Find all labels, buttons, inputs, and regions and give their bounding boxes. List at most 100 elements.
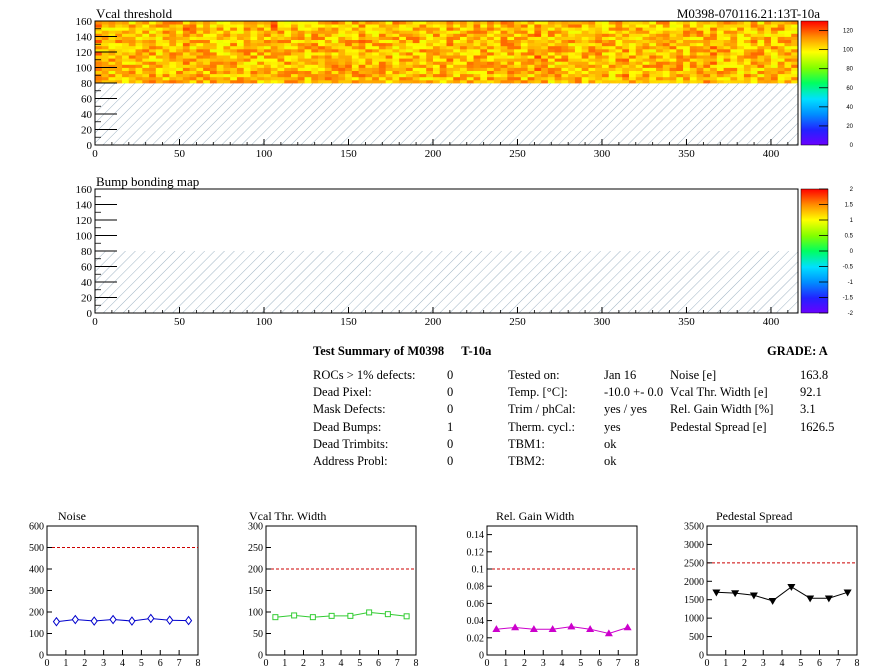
heatmap-cell xyxy=(649,64,657,68)
heatmap-cell xyxy=(270,27,278,31)
heatmap-cell xyxy=(324,33,332,37)
heatmap-cell xyxy=(649,70,657,75)
heatmap-cell xyxy=(351,73,360,78)
heatmap-cell xyxy=(176,64,184,68)
heatmap-cell xyxy=(791,52,799,56)
heatmap-cell xyxy=(629,67,637,71)
heatmap-cell xyxy=(169,30,177,34)
heatmap-cell xyxy=(574,67,583,71)
heatmap-cell xyxy=(453,30,461,34)
heatmap-cell xyxy=(500,30,508,34)
heatmap-cell xyxy=(426,45,434,50)
heatmap-cell xyxy=(554,61,562,65)
heatmap-cell xyxy=(554,52,562,56)
heatmap-cell xyxy=(216,76,224,81)
heatmap-cell xyxy=(635,45,643,50)
heatmap-cell xyxy=(405,61,414,65)
heatmap-cell xyxy=(588,45,596,50)
heatmap-cell xyxy=(345,39,353,44)
heatmap-cell xyxy=(432,67,441,71)
heatmap-cell xyxy=(750,21,758,25)
heatmap-cell xyxy=(662,55,670,59)
heatmap-cell xyxy=(534,52,542,56)
defect-value: 1 xyxy=(447,419,454,434)
heatmap-cell xyxy=(622,79,630,84)
heatmap-cell xyxy=(777,64,785,68)
heatmap-cell xyxy=(574,42,583,47)
heatmap-cell xyxy=(135,70,143,75)
heatmap-cell xyxy=(520,42,529,47)
heatmap-cell xyxy=(764,70,772,75)
heatmap-cell xyxy=(703,76,711,81)
heatmap-cell xyxy=(101,36,109,40)
heatmap-cell xyxy=(757,73,765,78)
heatmap-cell xyxy=(574,55,583,59)
heatmap-cell xyxy=(595,42,603,47)
heatmap-cell xyxy=(453,52,461,56)
heatmap-cell xyxy=(304,30,312,34)
heatmap-cell xyxy=(378,21,387,25)
heatmap-cell xyxy=(432,73,441,78)
heatmap-cell xyxy=(541,42,549,47)
heatmap-cell xyxy=(304,55,312,59)
heatmap-cell xyxy=(554,79,562,84)
heatmap-cell xyxy=(405,30,414,34)
heatmap-cell xyxy=(203,76,211,81)
heatmap-cell xyxy=(750,30,758,34)
colorbar-tick-label: 40 xyxy=(846,105,853,111)
heatmap-cell xyxy=(162,76,170,81)
heatmap-cell xyxy=(696,52,704,56)
heatmap-cell xyxy=(162,24,170,28)
heatmap-cell xyxy=(331,55,339,59)
heatmap-cell xyxy=(122,24,130,28)
heatmap-cell xyxy=(473,30,481,34)
heatmap-cell xyxy=(689,21,698,25)
heatmap-cell xyxy=(318,61,326,65)
heatmap-cell xyxy=(770,64,779,68)
heatmap-cell xyxy=(601,61,610,65)
heatmap-cell xyxy=(784,79,792,84)
heatmap-cell xyxy=(507,33,515,37)
heatmap-cell xyxy=(378,73,387,78)
heatmap-cell xyxy=(331,27,339,31)
heatmap-cell xyxy=(216,42,224,47)
heatmap-cell xyxy=(189,27,197,31)
heatmap-cell xyxy=(534,45,542,50)
heatmap-cell xyxy=(588,73,596,78)
heatmap-cell xyxy=(696,61,704,65)
heatmap-cell xyxy=(135,67,143,71)
heatmap-cell xyxy=(541,64,549,68)
x-tick-label: 1 xyxy=(63,658,68,669)
heatmap-cell xyxy=(162,64,170,68)
x-tick-label: 6 xyxy=(597,658,602,669)
heatmap-cell xyxy=(412,61,420,65)
heatmap-cell xyxy=(128,76,136,81)
heatmap-cell xyxy=(777,30,785,34)
heatmap-cell xyxy=(115,52,123,56)
x-tick-label: 5 xyxy=(798,658,803,669)
heatmap-cell xyxy=(629,30,637,34)
heatmap-cell xyxy=(284,73,292,78)
heatmap-cell xyxy=(716,45,725,50)
heatmap-cell xyxy=(149,42,157,47)
heatmap-cell xyxy=(743,42,752,47)
heatmap-cell xyxy=(236,58,245,62)
heatmap-cell xyxy=(297,70,305,75)
heatmap-cell xyxy=(493,27,501,31)
heatmap-cell xyxy=(162,30,170,34)
heatmap-cell xyxy=(372,39,380,44)
heatmap-cell xyxy=(629,48,637,53)
y-tick-label: 3000 xyxy=(684,540,704,551)
data-point xyxy=(548,625,557,633)
heatmap-cell xyxy=(487,70,495,75)
heatmap-cell xyxy=(487,73,495,78)
heatmap-cell xyxy=(757,39,765,44)
result-value: 92.1 xyxy=(800,385,822,400)
heatmap-cell xyxy=(777,39,785,44)
heatmap-cell xyxy=(426,73,434,78)
heatmap-cell xyxy=(378,76,387,81)
y-tick-label: 0 xyxy=(258,651,263,662)
heatmap-cell xyxy=(277,76,285,81)
heatmap-cell xyxy=(669,27,677,31)
